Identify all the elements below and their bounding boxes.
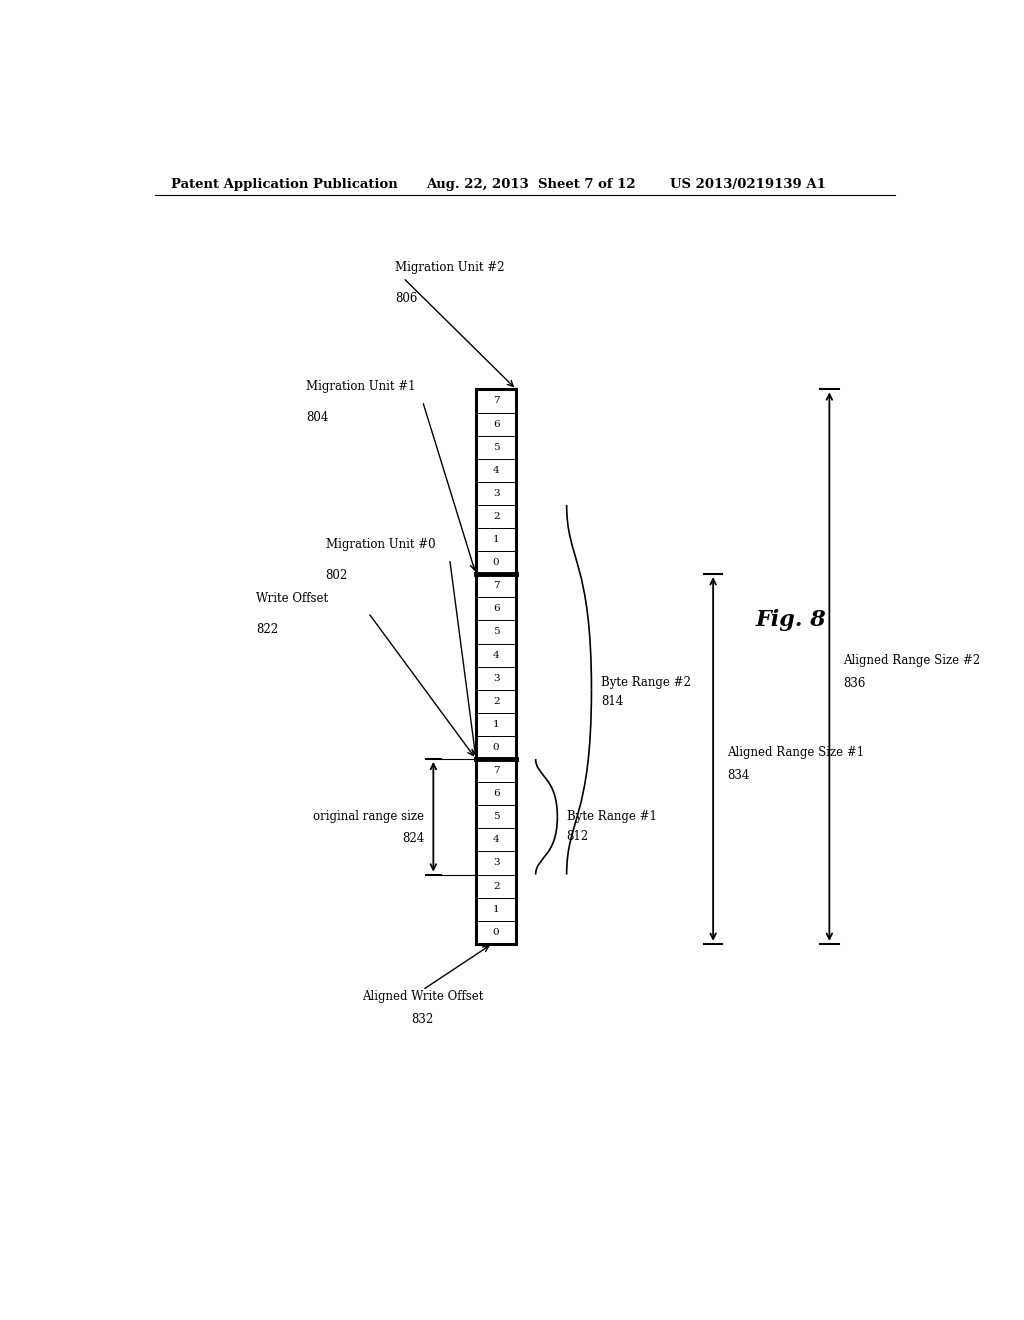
Text: 4: 4	[493, 466, 500, 475]
Text: 6: 6	[493, 789, 500, 799]
Text: Byte Range #2: Byte Range #2	[601, 676, 690, 689]
Bar	[476, 413, 516, 436]
Bar	[476, 506, 516, 528]
Text: 824: 824	[401, 832, 424, 845]
Text: 3: 3	[493, 858, 500, 867]
Text: 0: 0	[493, 928, 500, 937]
Text: original range size: original range size	[313, 810, 424, 824]
Bar	[476, 713, 516, 737]
Text: 1: 1	[493, 719, 500, 729]
Text: 4: 4	[493, 836, 500, 845]
Text: 822: 822	[256, 623, 278, 636]
Bar	[476, 805, 516, 829]
Text: 2: 2	[493, 882, 500, 891]
Bar	[476, 620, 516, 644]
Text: Aligned Range Size #1: Aligned Range Size #1	[727, 746, 864, 759]
Text: 3: 3	[493, 488, 500, 498]
Text: 834: 834	[727, 770, 750, 783]
Bar	[476, 737, 516, 759]
Text: 802: 802	[326, 569, 348, 582]
Text: Fig. 8: Fig. 8	[756, 610, 826, 631]
Text: Patent Application Publication: Patent Application Publication	[171, 178, 397, 190]
Bar	[476, 574, 516, 598]
Bar	[476, 597, 516, 620]
Text: 7: 7	[493, 766, 500, 775]
Bar	[476, 389, 516, 413]
Bar	[476, 921, 516, 944]
Text: 832: 832	[412, 1014, 433, 1026]
Text: Migration Unit #1: Migration Unit #1	[306, 380, 416, 393]
Text: 1: 1	[493, 904, 500, 913]
Text: 0: 0	[493, 558, 500, 568]
Text: 806: 806	[395, 292, 418, 305]
Bar	[476, 436, 516, 459]
Bar	[476, 875, 516, 898]
Text: 812: 812	[566, 829, 589, 842]
Text: 4: 4	[493, 651, 500, 660]
Bar	[476, 552, 516, 574]
Text: 5: 5	[493, 812, 500, 821]
Bar	[476, 759, 516, 781]
Bar	[476, 528, 516, 552]
Text: US 2013/0219139 A1: US 2013/0219139 A1	[671, 178, 826, 190]
Text: 814: 814	[601, 694, 623, 708]
Text: 5: 5	[493, 442, 500, 451]
Text: 5: 5	[493, 627, 500, 636]
Text: 7: 7	[493, 581, 500, 590]
Text: 0: 0	[493, 743, 500, 752]
Bar	[476, 851, 516, 875]
Bar	[476, 781, 516, 805]
Bar	[476, 667, 516, 690]
Text: 2: 2	[493, 512, 500, 521]
Text: Aug. 22, 2013  Sheet 7 of 12: Aug. 22, 2013 Sheet 7 of 12	[426, 178, 636, 190]
Text: 836: 836	[844, 677, 865, 690]
Bar	[476, 459, 516, 482]
Bar	[476, 482, 516, 506]
Text: 3: 3	[493, 673, 500, 682]
Text: 6: 6	[493, 605, 500, 614]
Text: 7: 7	[493, 396, 500, 405]
Text: Write Offset: Write Offset	[256, 591, 328, 605]
Text: Migration Unit #0: Migration Unit #0	[326, 539, 435, 552]
Bar	[476, 898, 516, 921]
Text: 804: 804	[306, 411, 329, 424]
Bar	[476, 690, 516, 713]
Text: 6: 6	[493, 420, 500, 429]
Bar	[476, 829, 516, 851]
Text: 1: 1	[493, 535, 500, 544]
Text: Byte Range #1: Byte Range #1	[566, 810, 656, 824]
Text: Aligned Range Size #2: Aligned Range Size #2	[844, 653, 980, 667]
Text: 2: 2	[493, 697, 500, 706]
Text: Aligned Write Offset: Aligned Write Offset	[361, 990, 483, 1003]
Bar	[476, 644, 516, 667]
Text: Migration Unit #2: Migration Unit #2	[395, 261, 505, 275]
